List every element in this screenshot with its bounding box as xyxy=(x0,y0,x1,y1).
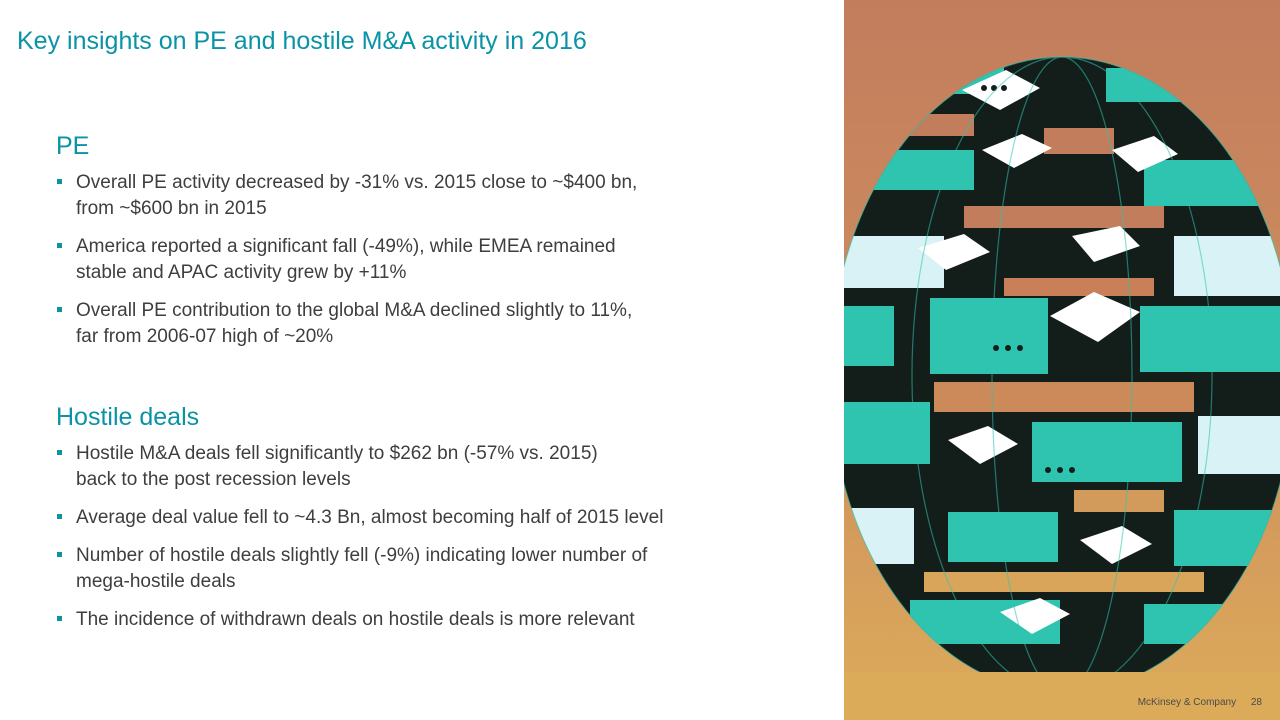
footer: McKinsey & Company 28 xyxy=(1138,697,1262,708)
pe-section: PE Overall PE activity decreased by -31%… xyxy=(56,131,816,362)
bullet-marker-icon xyxy=(57,243,62,248)
bullet-text-line: Average deal value fell to ~4.3 Bn, almo… xyxy=(76,507,664,528)
bullet-text-line: from ~$600 bn in 2015 xyxy=(76,198,267,219)
bullet-text-line: far from 2006-07 high of ~20% xyxy=(76,326,334,347)
pe-heading: PE xyxy=(56,132,90,160)
bullet-text-line: The incidence of withdrawn deals on host… xyxy=(76,609,635,630)
hostile-bullet-list: Hostile M&A deals fell significantly to … xyxy=(56,441,816,633)
bullet-text-line: back to the post recession levels xyxy=(76,469,351,490)
bullet-marker-icon xyxy=(57,514,62,519)
bullet-marker-icon xyxy=(57,450,62,455)
bullet-text-line: Hostile M&A deals fell significantly to … xyxy=(76,443,598,464)
globe-bands xyxy=(844,57,1280,690)
hostile-heading: Hostile deals xyxy=(56,403,200,431)
bullet-marker-icon xyxy=(57,179,62,184)
bullet-text-line: Number of hostile deals slightly fell (-… xyxy=(76,545,648,566)
illustration-ground xyxy=(844,672,1280,720)
slide-title: Key insights on PE and hostile M&A activ… xyxy=(17,27,587,55)
bullet-marker-icon xyxy=(57,616,62,621)
bullet-text-line: Overall PE activity decreased by -31% vs… xyxy=(76,172,638,193)
bullet-item: America reported a significant fall (-49… xyxy=(56,234,816,286)
handshake-globe-illustration xyxy=(844,0,1280,720)
bullet-text-line: America reported a significant fall (-49… xyxy=(76,236,616,257)
bullet-item: Hostile M&A deals fell significantly to … xyxy=(56,441,816,493)
bullet-item: The incidence of withdrawn deals on host… xyxy=(56,607,816,633)
bullet-marker-icon xyxy=(57,307,62,312)
footer-company: McKinsey & Company xyxy=(1137,697,1237,708)
bullet-text-line: mega-hostile deals xyxy=(76,571,236,592)
bullet-marker-icon xyxy=(57,552,62,557)
bullet-item: Overall PE activity decreased by -31% vs… xyxy=(56,170,816,222)
bullet-item: Overall PE contribution to the global M&… xyxy=(56,298,816,350)
pe-bullet-list: Overall PE activity decreased by -31% vs… xyxy=(56,170,816,350)
bullet-item: Number of hostile deals slightly fell (-… xyxy=(56,543,816,595)
bullet-item: Average deal value fell to ~4.3 Bn, almo… xyxy=(56,505,816,531)
bullet-text-line: stable and APAC activity grew by +11% xyxy=(76,262,407,283)
hostile-section: Hostile deals Hostile M&A deals fell sig… xyxy=(56,402,816,645)
bullet-text-line: Overall PE contribution to the global M&… xyxy=(76,300,633,321)
footer-page-number: 28 xyxy=(1250,697,1262,708)
